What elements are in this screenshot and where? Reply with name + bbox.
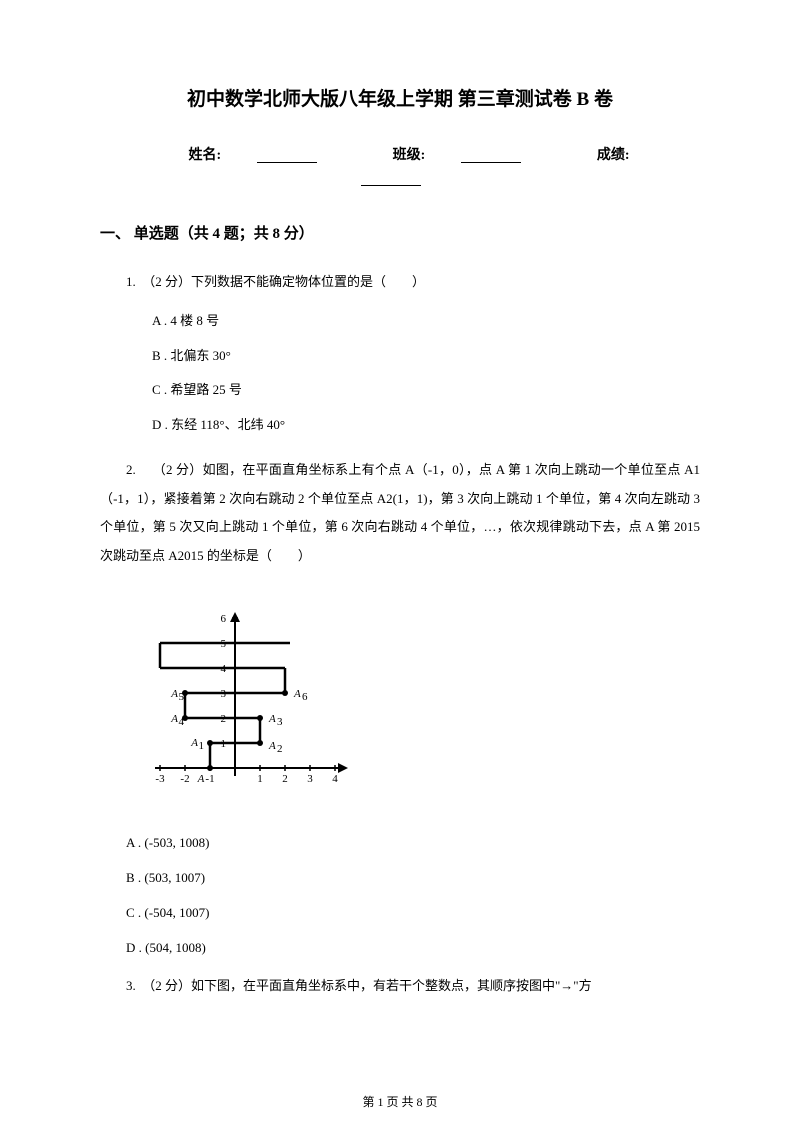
class-blank bbox=[461, 149, 521, 163]
svg-text:3: 3 bbox=[307, 773, 313, 785]
class-label: 班级: bbox=[393, 148, 426, 163]
q1-option-d: D . 东经 118°、北纬 40° bbox=[126, 415, 700, 436]
question-1: 1. （2 分）下列数据不能确定物体位置的是（ ） A . 4 楼 8 号 B … bbox=[100, 268, 700, 436]
q3-stem: 3. （2 分）如下图，在平面直角坐标系中，有若干个整数点，其顺序按图中"→"方 bbox=[100, 972, 700, 1001]
score-blank bbox=[361, 172, 421, 186]
svg-text:-1: -1 bbox=[205, 773, 214, 785]
q1-option-b: B . 北偏东 30° bbox=[126, 346, 700, 367]
name-label: 姓名: bbox=[188, 148, 221, 163]
q2-option-d: D . (504, 1008) bbox=[126, 938, 700, 959]
q2-stem: 2. （2 分）如图，在平面直角坐标系上有个点 A（-1，0），点 A 第 1 … bbox=[100, 456, 700, 570]
svg-text:A: A bbox=[268, 740, 276, 752]
svg-text:A: A bbox=[190, 737, 198, 749]
q2-figure: -3-2-11234123456AA1A2A3A4A5A6 bbox=[140, 588, 700, 815]
svg-text:5: 5 bbox=[179, 691, 185, 703]
svg-text:2: 2 bbox=[277, 743, 283, 755]
svg-text:1: 1 bbox=[257, 773, 263, 785]
score-label: 成绩: bbox=[597, 148, 630, 163]
svg-text:6: 6 bbox=[302, 691, 308, 703]
q2-option-b: B . (503, 1007) bbox=[126, 868, 700, 889]
page-title: 初中数学北师大版八年级上学期 第三章测试卷 B 卷 bbox=[100, 85, 700, 115]
svg-text:3: 3 bbox=[277, 716, 283, 728]
svg-text:1: 1 bbox=[199, 740, 205, 752]
svg-text:-3: -3 bbox=[155, 773, 165, 785]
svg-text:A: A bbox=[268, 713, 276, 725]
q2-option-a: A . (-503, 1008) bbox=[126, 833, 700, 854]
name-blank bbox=[257, 149, 317, 163]
q1-stem: 1. （2 分）下列数据不能确定物体位置的是（ ） bbox=[100, 268, 700, 297]
coordinate-graph: -3-2-11234123456AA1A2A3A4A5A6 bbox=[140, 588, 350, 808]
svg-text:-2: -2 bbox=[180, 773, 189, 785]
svg-text:A: A bbox=[170, 713, 178, 725]
q2-option-c: C . (-504, 1007) bbox=[126, 903, 700, 924]
q1-option-a: A . 4 楼 8 号 bbox=[126, 311, 700, 332]
q1-option-c: C . 希望路 25 号 bbox=[126, 380, 700, 401]
svg-text:2: 2 bbox=[282, 773, 288, 785]
student-info: 姓名: 班级: 成绩: bbox=[100, 145, 700, 190]
svg-text:6: 6 bbox=[221, 613, 227, 625]
q2-options: A . (-503, 1008) B . (503, 1007) C . (-5… bbox=[126, 833, 700, 958]
page-footer: 第 1 页 共 8 页 bbox=[0, 1093, 800, 1112]
svg-text:4: 4 bbox=[332, 773, 338, 785]
svg-text:4: 4 bbox=[179, 716, 185, 728]
svg-text:A: A bbox=[170, 688, 178, 700]
svg-text:A: A bbox=[197, 773, 205, 785]
section-header: 一、 单选题（共 4 题；共 8 分） bbox=[100, 222, 700, 246]
svg-text:A: A bbox=[293, 688, 301, 700]
